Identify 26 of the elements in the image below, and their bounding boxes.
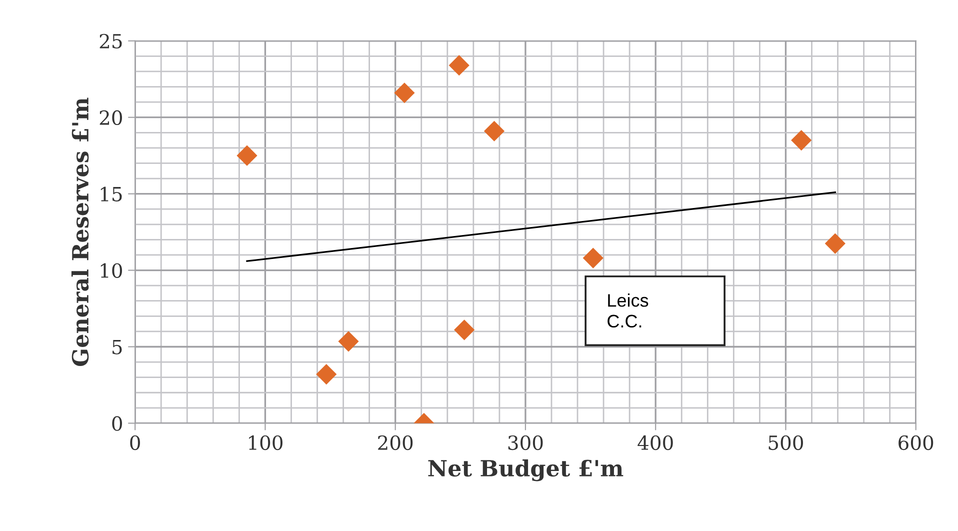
y-tick-label: 5 (112, 340, 122, 354)
y-tick-label: 10 (100, 263, 122, 278)
annotation: Leics C.C. (608, 294, 648, 328)
y-tick-label: 0 (112, 416, 122, 431)
x-tick-label: 100 (249, 435, 282, 450)
y-tick-label: 25 (100, 34, 122, 49)
x-tick-label: 300 (508, 435, 543, 450)
x-tick-label: 400 (638, 435, 673, 450)
point (791, 130, 812, 151)
y-tick-label: 20 (100, 110, 122, 126)
x-tick-label: 200 (378, 435, 413, 450)
x-tick-label: 600 (898, 435, 934, 450)
point (824, 233, 846, 254)
point (582, 248, 604, 268)
point (484, 120, 505, 142)
x-tick-label: 0 (130, 435, 140, 450)
point (448, 55, 470, 76)
point (316, 364, 337, 385)
point (394, 82, 415, 104)
y-tick-label: 15 (100, 186, 122, 202)
x-axis-title: Net Budget £'m (428, 459, 624, 482)
x-tick-label: 500 (768, 435, 803, 450)
point (454, 320, 475, 340)
point (338, 331, 359, 352)
point (236, 145, 258, 166)
y-axis-title: General Reserves £'m (71, 98, 89, 366)
